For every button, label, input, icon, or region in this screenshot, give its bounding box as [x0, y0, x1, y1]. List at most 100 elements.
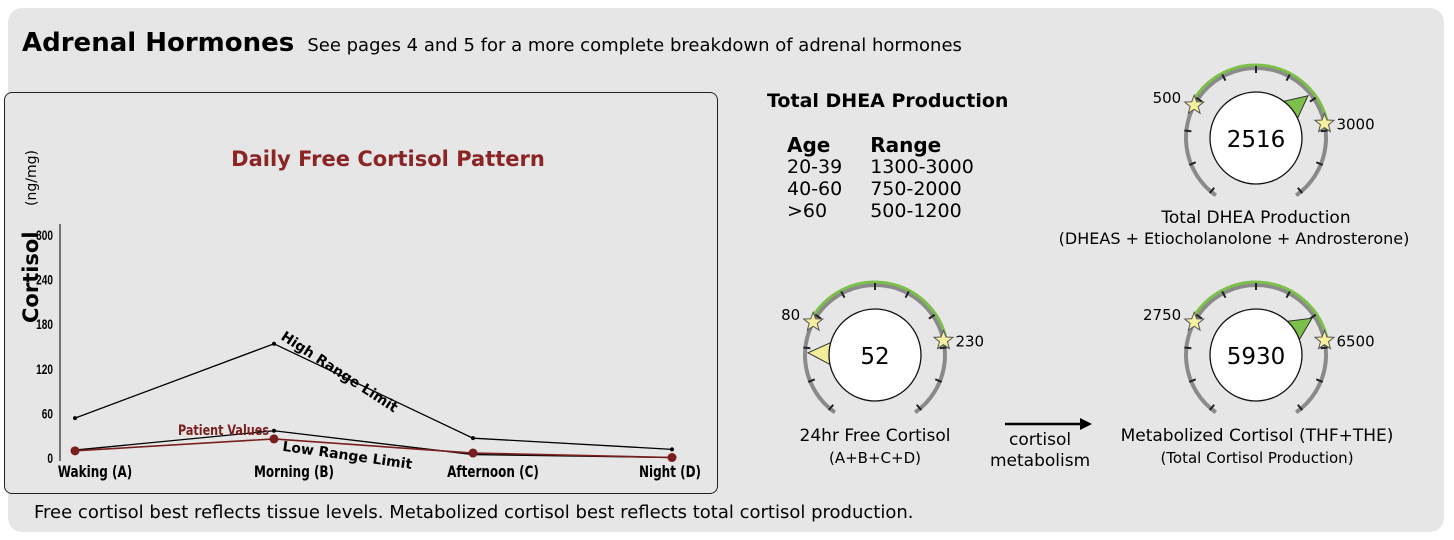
gauge-tick: [939, 346, 947, 350]
gauge-tick: [916, 404, 923, 411]
gauge-high-label: 3000: [1336, 115, 1374, 133]
range-cell: 1300-3000: [870, 156, 974, 178]
gauge-range-band: [1190, 63, 1329, 124]
gauge-tick: [904, 290, 910, 299]
section-subtitle: See pages 4 and 5 for a more complete br…: [307, 35, 962, 56]
gauge-tick: [928, 313, 936, 320]
x-tick-label: Night (D): [639, 463, 701, 481]
x-tick-label: Waking (A): [58, 463, 132, 481]
y-tick-label: 180: [36, 317, 53, 333]
gauge-tick: [1208, 187, 1215, 194]
gauge-tick: [1320, 129, 1328, 133]
x-tick-label: Morning (B): [254, 463, 334, 481]
table-row: 40-60 750-2000: [787, 178, 1002, 200]
metabolized-sub: (Total Cortisol Production): [1160, 449, 1354, 467]
y-tick-label: 300: [36, 227, 53, 243]
metabolism-arrow-label: cortisol metabolism: [990, 430, 1090, 472]
series-label: Patient Values: [178, 422, 269, 439]
table-row: >60 500-1200: [787, 200, 1002, 222]
gauge-value: 5930: [1227, 344, 1286, 370]
gauge-tick: [934, 378, 943, 383]
gauge-range-band: [809, 280, 948, 341]
data-point: [73, 416, 77, 421]
low-limit-star-icon: [802, 310, 825, 332]
age-cell: >60: [787, 200, 828, 222]
gauge-tick: [1195, 313, 1203, 320]
gauge-tick: [814, 313, 822, 320]
gauge-tick: [1315, 161, 1324, 166]
age-cell: 40-60: [787, 178, 843, 200]
gauge-tick: [1188, 161, 1197, 166]
dhea-gauge: 500 3000 2516: [1153, 63, 1375, 197]
data-point: [468, 448, 478, 458]
gauge-tick: [807, 378, 816, 383]
gauge-high-label: 230: [955, 332, 984, 350]
x-tick-label: Afternoon (C): [447, 463, 539, 481]
dhea-title: Total DHEA Production: [767, 90, 1009, 112]
range-cell: 500-1200: [870, 200, 962, 222]
metabolism-arrow: [1005, 418, 1092, 430]
age-cell: 20-39: [787, 156, 843, 178]
data-point: [272, 428, 276, 433]
gauge-tick: [1297, 404, 1304, 411]
gauge-tick: [1221, 290, 1227, 299]
data-point: [667, 453, 677, 463]
series-label: High Range Limit: [278, 329, 401, 417]
gauge-low-label: 80: [781, 306, 800, 324]
section-header: Adrenal Hormones See pages 4 and 5 for a…: [22, 28, 962, 58]
data-point: [670, 447, 674, 452]
chart-title: Daily Free Cortisol Pattern: [231, 147, 545, 171]
gauge-tick: [1309, 96, 1317, 103]
gauge-tick: [1320, 346, 1328, 350]
dhea-gauge-sub: (DHEAS + Etiocholanolone + Androsterone): [1058, 229, 1410, 248]
gauge-tick: [1285, 73, 1291, 82]
gauge-tick: [1195, 96, 1203, 103]
series-line: [74, 438, 673, 459]
free-cortisol-gauge: 80 230 52: [781, 280, 984, 414]
low-limit-star-icon: [1183, 93, 1206, 115]
gauge-tick: [1184, 346, 1192, 350]
gauge-tick: [1285, 290, 1291, 299]
high-limit-star-icon: [1313, 112, 1336, 133]
gauge-range-band: [1190, 280, 1329, 341]
y-tick-label: 240: [36, 272, 53, 288]
high-limit-star-icon: [1313, 329, 1336, 350]
age-header: Age: [787, 133, 831, 157]
cortisol-chart-frame: 0 60 120 180 240 300 Cortisol (ng/mg) Daily Free…: [4, 92, 718, 494]
y-tick-label: 0: [47, 450, 53, 466]
gauge-tick: [827, 404, 834, 411]
gauge-tick: [1221, 73, 1227, 82]
free-cortisol-sub: (A+B+C+D): [829, 449, 921, 467]
gauge-high-label: 6500: [1336, 332, 1374, 350]
arrow-label-line2: metabolism: [990, 451, 1091, 471]
y-tick-label: 60: [42, 406, 53, 422]
dhea-gauge-caption: Total DHEA Production: [1161, 208, 1351, 228]
data-point: [471, 436, 475, 441]
gauge-dial: [1209, 91, 1303, 185]
gauge-tick: [1297, 187, 1304, 194]
gauge-dial: [828, 308, 922, 402]
arrow-label-line1: cortisol: [1009, 430, 1072, 450]
high-limit-star-icon: [932, 329, 955, 350]
footer-note: Free cortisol best reflects tissue level…: [34, 502, 914, 523]
gauge-tick: [1184, 129, 1192, 133]
metabolized-cortisol-gauge: 2750 6500 5930: [1143, 280, 1375, 414]
y-axis-label: Cortisol: [19, 231, 43, 323]
section-title: Adrenal Hormones: [22, 28, 295, 58]
low-limit-star-icon: [1183, 310, 1206, 332]
gauge-low-label: 2750: [1143, 306, 1181, 324]
data-point: [272, 341, 276, 346]
gauge-tick: [1315, 378, 1324, 383]
series-line: [74, 343, 673, 450]
range-cell: 750-2000: [870, 178, 962, 200]
gauge-value: 52: [860, 344, 889, 370]
gauge-dial: [1209, 308, 1303, 402]
y-axis-unit: (ng/mg): [24, 150, 40, 206]
gauge-tick: [803, 346, 811, 350]
gauge-value: 2516: [1227, 127, 1286, 153]
gauge-tick: [840, 290, 846, 299]
metabolized-caption: Metabolized Cortisol (THF+THE): [1120, 426, 1394, 446]
gauge-low-label: 500: [1153, 89, 1182, 107]
gauge-tick: [1208, 404, 1215, 411]
